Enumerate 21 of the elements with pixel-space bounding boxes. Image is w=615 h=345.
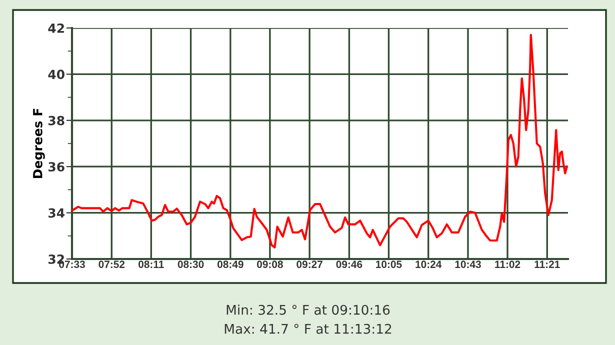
x-tick-label: 11:02 [495,260,520,268]
x-tick-label: 08:49 [218,260,244,268]
x-tick-label: 07:52 [98,260,125,268]
x-tick-label: 08:30 [178,260,204,268]
y-tick-label: 40 [48,70,64,80]
x-tick-label: 09:08 [257,260,283,268]
x-tick-label: 08:11 [138,260,164,268]
x-tick-label: 09:46 [336,260,362,268]
x-tick-label: 10:24 [416,260,442,268]
text: Min: 32.5 ° F at 09:10:16 [226,304,390,315]
y-axis-title: Degrees F [33,108,45,178]
y-tick-label: 38 [48,116,64,126]
y-tick-label: 42 [48,23,64,33]
text: Max: 41.7 ° F at 11:13:12 [224,324,392,334]
x-tick-label: 11:21 [534,260,560,268]
line-series [72,34,568,248]
x-tick-label: 10:05 [376,260,402,268]
y-tick-label: 34 [48,208,64,218]
x-tick-label: 10:43 [455,260,481,268]
y-tick-label: 36 [48,162,64,172]
x-tick-label: 09:27 [296,260,322,268]
